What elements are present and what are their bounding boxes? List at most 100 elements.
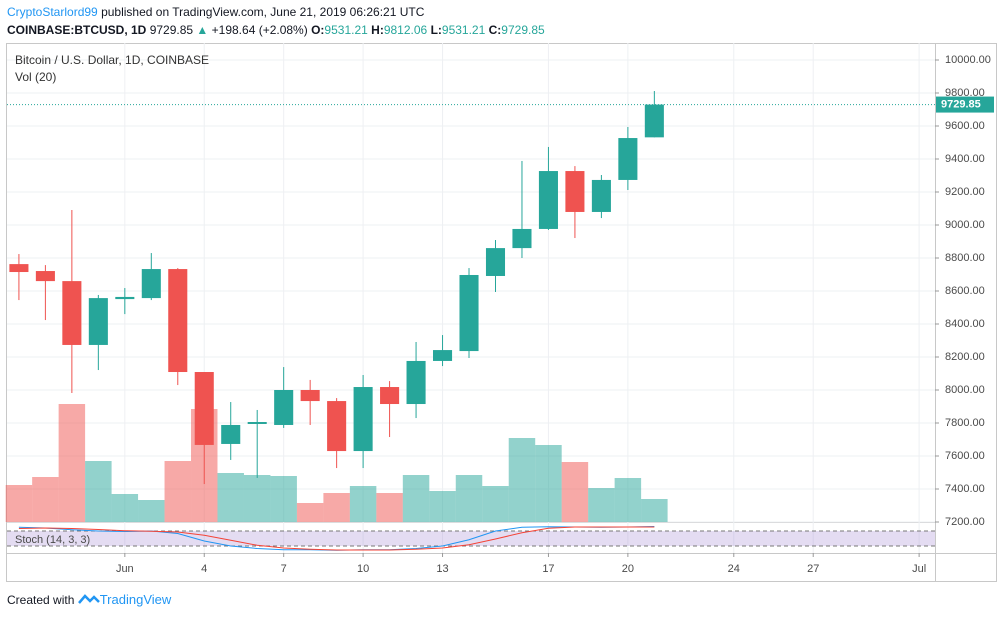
candle-body [247, 422, 267, 424]
high-value: 9812.06 [383, 23, 428, 37]
volume-bar [58, 404, 86, 522]
y-tick-label: 8400.00 [945, 318, 985, 330]
y-tick-label: 7400.00 [945, 483, 985, 495]
candle-body [274, 389, 294, 425]
x-tick-label: 10 [357, 563, 369, 575]
candle-body [221, 424, 241, 444]
x-tick-label: 7 [281, 563, 287, 575]
volume-bar [111, 494, 139, 522]
grid [7, 43, 935, 553]
header-line-1: CryptoStarlord99 published on TradingVie… [7, 5, 424, 19]
published: published on TradingView.com, June 21, 2… [101, 5, 425, 19]
stoch-band [7, 531, 935, 546]
chart: Stoch (14, 3, 3) 7200.007400.007600.0078… [5, 43, 997, 582]
volume-bar [349, 486, 377, 522]
volume-bar [614, 478, 642, 522]
volume-bar [5, 485, 33, 522]
volume-bar [164, 461, 192, 522]
footer-text: Created with [7, 593, 75, 607]
volume-label: Vol (20) [15, 70, 56, 84]
volume-bar [429, 491, 456, 522]
up-arrow: ▲ [196, 23, 209, 37]
open-label: O: [311, 23, 325, 37]
change: +198.64 (+2.08%) [211, 23, 308, 37]
price-label: 9729.85 [941, 98, 981, 110]
author[interactable]: CryptoStarlord99 [7, 5, 98, 19]
candle-body [88, 298, 108, 345]
high-label: H: [371, 23, 384, 37]
y-tick-label: 9600.00 [945, 120, 985, 132]
y-tick-label: 8800.00 [945, 252, 985, 264]
volume-bar [323, 493, 350, 522]
candle-body [194, 372, 214, 445]
last-price: 9729.85 [149, 23, 194, 37]
x-tick-label: Jul [912, 563, 926, 575]
candle-body [433, 350, 453, 361]
candle-body [644, 104, 664, 138]
candle-body [618, 138, 638, 180]
volume-bar [455, 475, 483, 522]
y-tick-label: 9800.00 [945, 87, 985, 99]
close-label: C: [488, 23, 502, 37]
candle-body [485, 248, 506, 276]
candle-body [300, 389, 320, 402]
volume-bar [482, 486, 509, 522]
x-tick-label: 20 [622, 563, 634, 575]
x-tick-label: 4 [201, 563, 207, 575]
volume-bar [641, 499, 668, 522]
brand[interactable]: TradingView [99, 592, 172, 607]
volume-bar [138, 500, 165, 522]
volume-bar [508, 438, 536, 522]
x-tick-label: 27 [807, 563, 819, 575]
volume-bar [243, 475, 271, 522]
close-value: 9729.85 [501, 23, 545, 37]
candle-body [406, 360, 426, 405]
footer: Created with TradingView [7, 592, 171, 607]
candle-body [35, 271, 55, 282]
candle-body [327, 401, 347, 452]
y-tick-label: 10000.00 [945, 54, 991, 66]
chart-title: Bitcoin / U.S. Dollar, 1D, COINBASE [15, 53, 209, 67]
candle-body [353, 387, 373, 452]
x-tick-label: 24 [728, 563, 740, 575]
y-tick-label: 9400.00 [945, 153, 985, 165]
volume [5, 404, 668, 522]
volume-bar [588, 488, 615, 522]
volume-bar [32, 477, 59, 522]
frame [6, 43, 997, 582]
logo [77, 594, 100, 604]
y-tick-label: 7800.00 [945, 417, 985, 429]
x-tick-label: Jun [116, 563, 134, 575]
low-value: 9531.21 [441, 23, 486, 37]
open-value: 9531.21 [324, 23, 368, 37]
volume-bar [561, 462, 589, 522]
candle-body [168, 269, 188, 373]
volume-bar [270, 476, 297, 522]
volume-bar [217, 473, 244, 522]
y-tick-label: 8600.00 [945, 285, 985, 297]
x-tick-label: 13 [436, 563, 448, 575]
candle-body [538, 171, 558, 229]
y-tick-label: 9200.00 [945, 186, 985, 198]
low-label: L: [430, 23, 442, 37]
candle-body [115, 296, 135, 300]
candle-body [459, 274, 479, 352]
header-line-2: COINBASE:BTCUSD, 1D 9729.85 ▲ +198.64 (+… [7, 23, 545, 37]
y-tick-label: 7600.00 [945, 450, 985, 462]
y-tick-label: 7200.00 [945, 516, 985, 528]
candle-body [9, 264, 29, 273]
axes: 7200.00 7400.00 7600.00 7800.00 8000.00 8200.… [116, 54, 994, 575]
candle-body [380, 387, 400, 405]
price-label-bg [936, 96, 994, 113]
volume-bar [535, 445, 562, 522]
candle-body [512, 228, 532, 249]
volume-bar [296, 503, 324, 522]
candle-body [591, 179, 611, 212]
candle-body [141, 269, 161, 299]
candles [7, 91, 935, 485]
candle-body [565, 171, 585, 212]
volume-bar [402, 475, 430, 522]
y-tick-label: 8200.00 [945, 351, 985, 363]
stoch-d [18, 526, 655, 551]
